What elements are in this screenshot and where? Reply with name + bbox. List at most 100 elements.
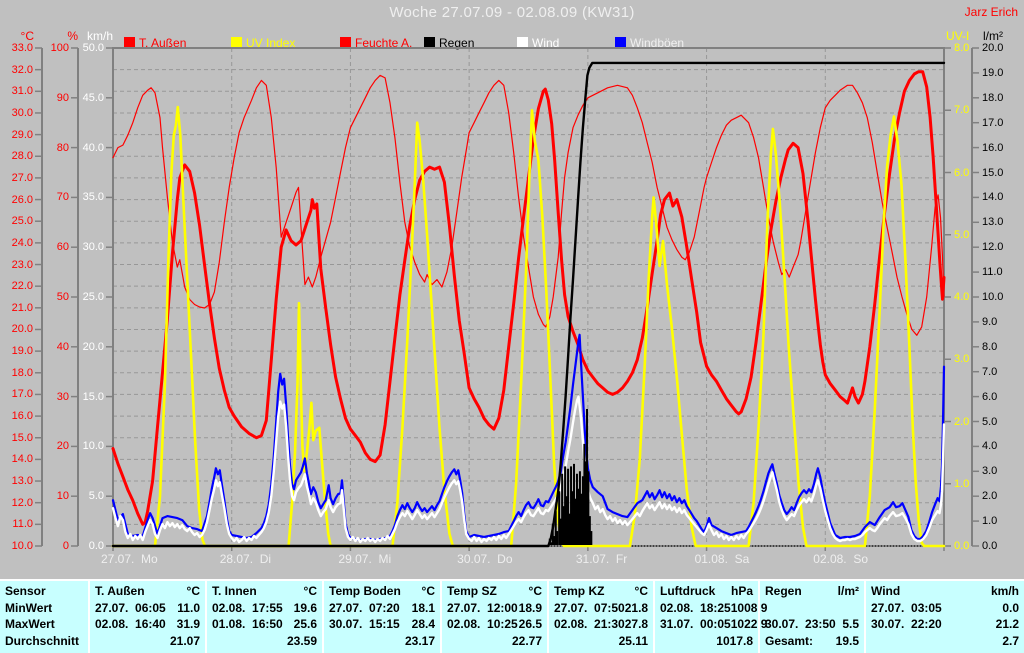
axis-tick-label-lm2: 8.0 — [982, 340, 998, 353]
min-datetime: 27.07. 07:20 — [329, 601, 400, 615]
avg-value: 1017.8 — [716, 633, 753, 648]
axis-tick-label-percent: 0 — [62, 540, 69, 552]
x-axis-label-day: 01.08. Sa — [694, 552, 750, 566]
table-row-label: MaxWert — [5, 617, 55, 631]
sensor-unit: l/m² — [837, 583, 859, 598]
table-row: MinWert — [0, 600, 88, 616]
series-t-au-en — [111, 70, 946, 526]
max-value: 26.5 — [518, 617, 542, 631]
axis-tick-label-celsius: 15.0 — [11, 431, 33, 444]
axis-tick-label-lm2: 20.0 — [982, 42, 1004, 54]
avg-value: 25.11 — [618, 633, 648, 648]
axis-tick-label-percent: 50 — [56, 291, 69, 303]
min-value: 19.6 — [293, 601, 317, 615]
legend-label: Windböen — [630, 36, 685, 50]
table-row: Gesamt: 19.5 — [760, 632, 864, 649]
axis-tick-label-kmh: 40.0 — [82, 141, 104, 154]
table-row: 02.08. 10:25 26.5 — [442, 616, 547, 632]
min-datetime: 27.07. 12:00 — [447, 601, 518, 615]
axis-tick-label-lm2: 18.0 — [982, 91, 1004, 104]
max-datetime: 01.08. 16:50 — [212, 617, 283, 631]
min-datetime: 27.07. 03:05 — [871, 601, 942, 615]
axis-header-uvi: UV-I — [946, 29, 970, 43]
axis-tick-label-lm2: 15.0 — [982, 166, 1004, 179]
max-datetime: 30.07. 23:50 — [765, 617, 836, 631]
legend-label: Feuchte A. — [355, 36, 413, 50]
sensor-name: Luftdruck — [660, 583, 716, 598]
axis-tick-label-celsius: 27.0 — [11, 171, 33, 184]
axis-tick-label-lm2: 12.0 — [982, 241, 1004, 254]
axis-header-percent: % — [67, 29, 78, 43]
avg-value: 22.77 — [511, 633, 542, 648]
axis-tick-label-celsius: 33.0 — [11, 42, 33, 54]
x-axis-label-day: 02.08. So — [813, 552, 868, 566]
x-axis-label-day: 27.07. Mo — [101, 552, 158, 566]
axis-tick-label-percent: 70 — [56, 191, 69, 204]
axis-tick-label-lm2: 13.0 — [982, 216, 1004, 229]
table-row-label-column: Sensor MinWert MaxWert Durchschnitt — [0, 581, 88, 653]
axis-tick-label-percent: 30 — [56, 390, 69, 403]
min-value: 11.0 — [177, 601, 200, 615]
table-row: 01.08. 16:50 25.6 — [207, 616, 322, 632]
axis-tick-label-percent: 100 — [50, 42, 69, 54]
table-row: Wind km/h — [866, 581, 1024, 600]
legend-swatch — [424, 37, 435, 48]
axis-tick-label-celsius: 20.0 — [11, 323, 33, 336]
axis-tick-label-celsius: 14.0 — [11, 453, 33, 466]
max-datetime: 31.07. 00:05 — [660, 617, 731, 631]
axis-tick-label-kmh: 10.0 — [82, 440, 104, 453]
axis-tick-label-celsius: 16.0 — [11, 410, 33, 423]
series-windb-en — [111, 333, 946, 542]
table-row: 1017.8 — [655, 632, 758, 649]
table-row: 23.17 — [324, 632, 440, 649]
table-sensor-column-temp-boden: Temp Boden °C 27.07. 07:20 18.1 30.07. 15:15… — [322, 581, 440, 653]
sensor-name: Wind — [871, 583, 901, 598]
max-datetime: 30.07. 15:15 — [329, 617, 400, 631]
sensor-unit: °C — [186, 583, 200, 598]
table-row: 02.08. 16:40 31.9 — [90, 616, 205, 632]
table-row: T. Innen °C — [207, 581, 322, 600]
table-row: 25.11 — [549, 632, 653, 649]
table-row: Durchschnitt — [0, 632, 88, 649]
max-value: 21.2 — [995, 617, 1019, 631]
axis-tick-label-uvi: 7.0 — [954, 104, 970, 117]
owner-name: Jarz Erich — [964, 5, 1018, 19]
max-datetime: 02.08. 21:30 — [554, 617, 625, 631]
axis-tick-label-celsius: 26.0 — [11, 193, 33, 206]
axis-tick-label-percent: 40 — [56, 340, 69, 353]
table-row: 02.08. 18:25 1008.9 — [655, 600, 767, 616]
min-value: 0.0 — [1002, 601, 1019, 615]
legend-label: UV Index — [246, 36, 296, 50]
series-regen-summe- — [111, 61, 946, 548]
min-value: 21.8 — [624, 601, 649, 615]
axis-tick-label-lm2: 6.0 — [982, 390, 998, 403]
table-row-label: Durchschnitt — [5, 633, 80, 648]
axis-tick-label-lm2: 11.0 — [982, 266, 1003, 279]
max-datetime: 30.07. 22:20 — [871, 617, 942, 631]
max-value: 31.9 — [176, 617, 200, 631]
axis-tick-label-celsius: 18.0 — [11, 366, 33, 379]
axis-tick-label-lm2: 19.0 — [982, 66, 1004, 79]
min-datetime: 02.08. 17:55 — [212, 601, 283, 615]
axis-tick-label-celsius: 23.0 — [11, 258, 33, 271]
sensor-name: Temp KZ — [554, 583, 605, 598]
sensor-name: Regen — [765, 583, 802, 598]
legend-swatch — [124, 37, 135, 48]
table-sensor-column-regen: Regen l/m² 30.07. 23:50 5.5 Gesamt: 19.5 — [758, 581, 864, 653]
axis-tick-label-celsius: 22.0 — [11, 280, 33, 293]
axis-tick-label-celsius: 21.0 — [11, 301, 33, 314]
axis-tick-label-percent: 90 — [56, 91, 69, 104]
table-row: 23.59 — [207, 632, 322, 649]
legend-swatch — [231, 37, 242, 48]
min-datetime: 27.07. 06:05 — [95, 601, 166, 615]
sensor-unit: °C — [303, 583, 317, 598]
table-row: 27.07. 07:20 18.1 — [324, 600, 440, 616]
axis-tick-label-uvi: 2.0 — [954, 415, 970, 428]
axis-tick-label-lm2: 14.0 — [982, 191, 1004, 204]
axis-tick-label-celsius: 30.0 — [11, 106, 33, 119]
sensor-unit: km/h — [990, 583, 1019, 598]
table-row: 2.7 — [866, 632, 1024, 649]
axis-tick-label-lm2: 4.0 — [982, 440, 998, 453]
table-sensor-column-t-au-en: T. Außen °C 27.07. 06:05 11.0 02.08. 16:40 31… — [88, 581, 205, 653]
